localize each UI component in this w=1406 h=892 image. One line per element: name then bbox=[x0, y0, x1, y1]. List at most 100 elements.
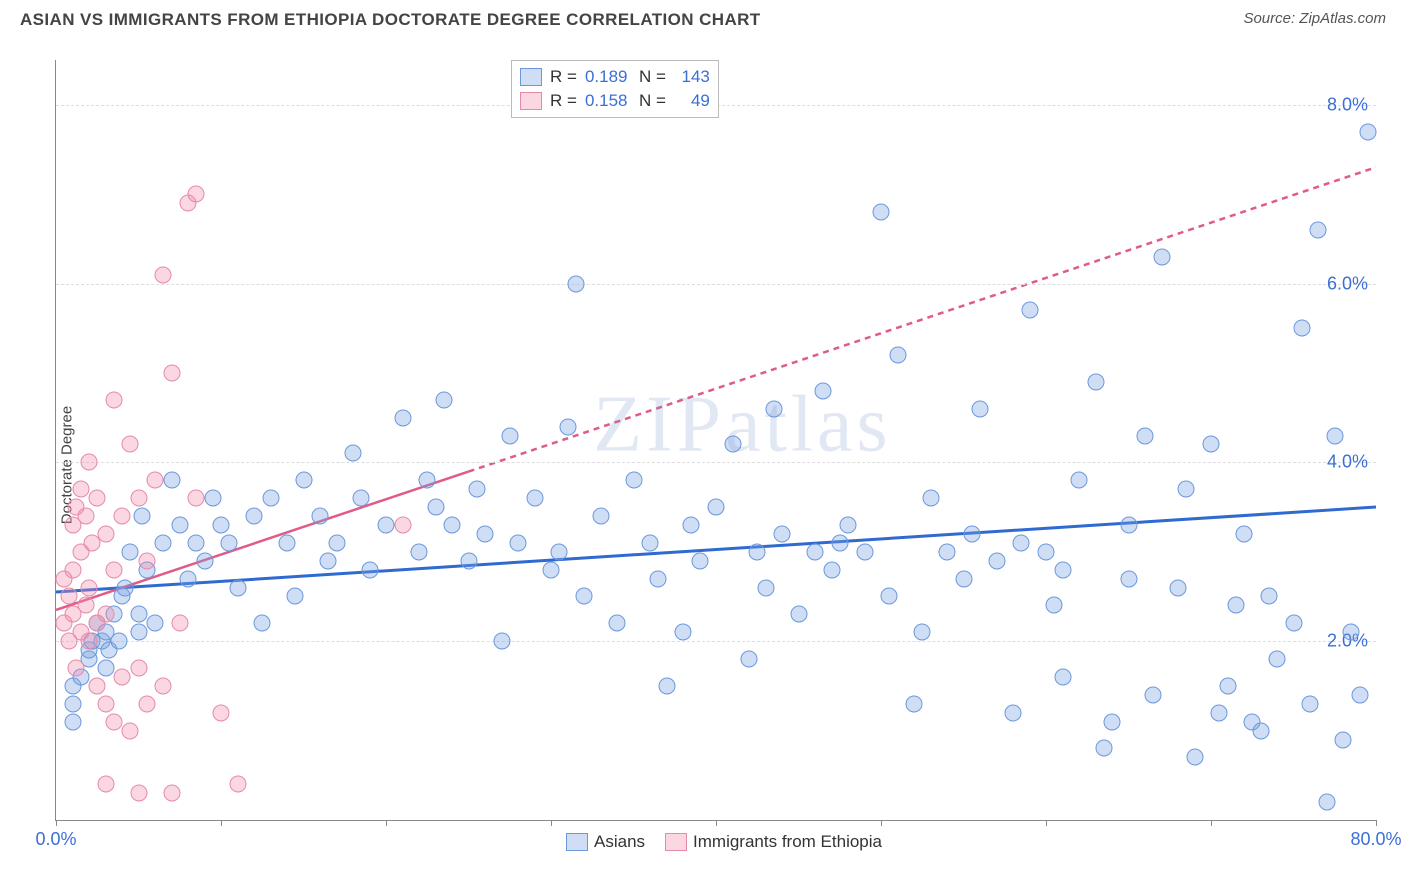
data-point-asians bbox=[117, 579, 134, 596]
data-point-asians bbox=[1178, 481, 1195, 498]
data-point-asians bbox=[543, 561, 560, 578]
data-point-ethiopia bbox=[130, 660, 147, 677]
data-point-asians bbox=[1219, 677, 1236, 694]
data-point-asians bbox=[1095, 740, 1112, 757]
data-point-ethiopia bbox=[72, 481, 89, 498]
data-point-asians bbox=[724, 436, 741, 453]
data-point-asians bbox=[204, 490, 221, 507]
data-point-asians bbox=[1005, 704, 1022, 721]
data-point-ethiopia bbox=[188, 186, 205, 203]
data-point-asians bbox=[122, 543, 139, 560]
x-tick bbox=[881, 820, 882, 826]
data-point-asians bbox=[840, 516, 857, 533]
plot-area: ZIPatlas R =0.189N =143R =0.158N =49 Asi… bbox=[55, 60, 1376, 821]
data-point-asians bbox=[1186, 749, 1203, 766]
data-point-asians bbox=[567, 275, 584, 292]
data-point-ethiopia bbox=[105, 391, 122, 408]
source-label: Source: ZipAtlas.com bbox=[1243, 10, 1386, 27]
data-point-asians bbox=[823, 561, 840, 578]
legend-item: Asians bbox=[566, 832, 645, 852]
data-point-asians bbox=[394, 409, 411, 426]
data-point-asians bbox=[683, 516, 700, 533]
data-point-asians bbox=[1145, 686, 1162, 703]
data-point-asians bbox=[609, 615, 626, 632]
data-point-asians bbox=[963, 525, 980, 542]
data-point-asians bbox=[576, 588, 593, 605]
stats-legend: R =0.189N =143R =0.158N =49 bbox=[511, 60, 719, 118]
data-point-asians bbox=[1038, 543, 1055, 560]
data-point-asians bbox=[955, 570, 972, 587]
data-point-asians bbox=[1318, 794, 1335, 811]
data-point-ethiopia bbox=[130, 490, 147, 507]
data-point-asians bbox=[807, 543, 824, 560]
data-point-asians bbox=[1285, 615, 1302, 632]
stat-r-value: 0.158 bbox=[585, 89, 631, 113]
x-tick bbox=[56, 820, 57, 826]
data-point-asians bbox=[1046, 597, 1063, 614]
gridline bbox=[56, 462, 1376, 463]
data-point-asians bbox=[1302, 695, 1319, 712]
data-point-ethiopia bbox=[229, 776, 246, 793]
data-point-ethiopia bbox=[81, 454, 98, 471]
data-point-asians bbox=[1335, 731, 1352, 748]
data-point-asians bbox=[1054, 561, 1071, 578]
data-point-asians bbox=[378, 516, 395, 533]
data-point-asians bbox=[229, 579, 246, 596]
data-point-asians bbox=[196, 552, 213, 569]
data-point-asians bbox=[1203, 436, 1220, 453]
data-point-asians bbox=[320, 552, 337, 569]
data-point-ethiopia bbox=[97, 776, 114, 793]
data-point-asians bbox=[1120, 570, 1137, 587]
data-point-asians bbox=[831, 534, 848, 551]
data-point-ethiopia bbox=[171, 615, 188, 632]
data-point-asians bbox=[906, 695, 923, 712]
data-point-asians bbox=[246, 508, 263, 525]
data-point-asians bbox=[1120, 516, 1137, 533]
data-point-asians bbox=[254, 615, 271, 632]
data-point-asians bbox=[765, 400, 782, 417]
stat-r-label: R = bbox=[550, 65, 577, 89]
data-point-asians bbox=[1013, 534, 1030, 551]
gridline bbox=[56, 641, 1376, 642]
x-tick-label: 0.0% bbox=[35, 829, 76, 850]
data-point-asians bbox=[97, 660, 114, 677]
data-point-asians bbox=[163, 472, 180, 489]
data-point-asians bbox=[972, 400, 989, 417]
trend-lines bbox=[56, 60, 1376, 820]
data-point-asians bbox=[1269, 651, 1286, 668]
data-point-asians bbox=[180, 570, 197, 587]
data-point-asians bbox=[1293, 320, 1310, 337]
stat-n-value: 49 bbox=[674, 89, 710, 113]
stat-r-label: R = bbox=[550, 89, 577, 113]
data-point-ethiopia bbox=[130, 785, 147, 802]
stat-r-value: 0.189 bbox=[585, 65, 631, 89]
data-point-asians bbox=[1054, 668, 1071, 685]
data-point-ethiopia bbox=[114, 668, 131, 685]
data-point-asians bbox=[1351, 686, 1368, 703]
data-point-asians bbox=[675, 624, 692, 641]
data-point-asians bbox=[625, 472, 642, 489]
data-point-asians bbox=[1104, 713, 1121, 730]
x-tick bbox=[1211, 820, 1212, 826]
data-point-asians bbox=[147, 615, 164, 632]
data-point-asians bbox=[650, 570, 667, 587]
data-point-asians bbox=[1137, 427, 1154, 444]
data-point-asians bbox=[551, 543, 568, 560]
data-point-ethiopia bbox=[105, 561, 122, 578]
data-point-asians bbox=[188, 534, 205, 551]
data-point-asians bbox=[477, 525, 494, 542]
x-tick bbox=[1046, 820, 1047, 826]
data-point-asians bbox=[64, 713, 81, 730]
y-tick-label: 8.0% bbox=[1327, 94, 1368, 115]
data-point-ethiopia bbox=[61, 588, 78, 605]
data-point-asians bbox=[749, 543, 766, 560]
data-point-asians bbox=[889, 347, 906, 364]
data-point-asians bbox=[444, 516, 461, 533]
data-point-ethiopia bbox=[97, 695, 114, 712]
data-point-ethiopia bbox=[77, 597, 94, 614]
stat-n-value: 143 bbox=[674, 65, 710, 89]
data-point-asians bbox=[939, 543, 956, 560]
data-point-ethiopia bbox=[77, 508, 94, 525]
data-point-asians bbox=[881, 588, 898, 605]
x-tick-label: 80.0% bbox=[1350, 829, 1401, 850]
